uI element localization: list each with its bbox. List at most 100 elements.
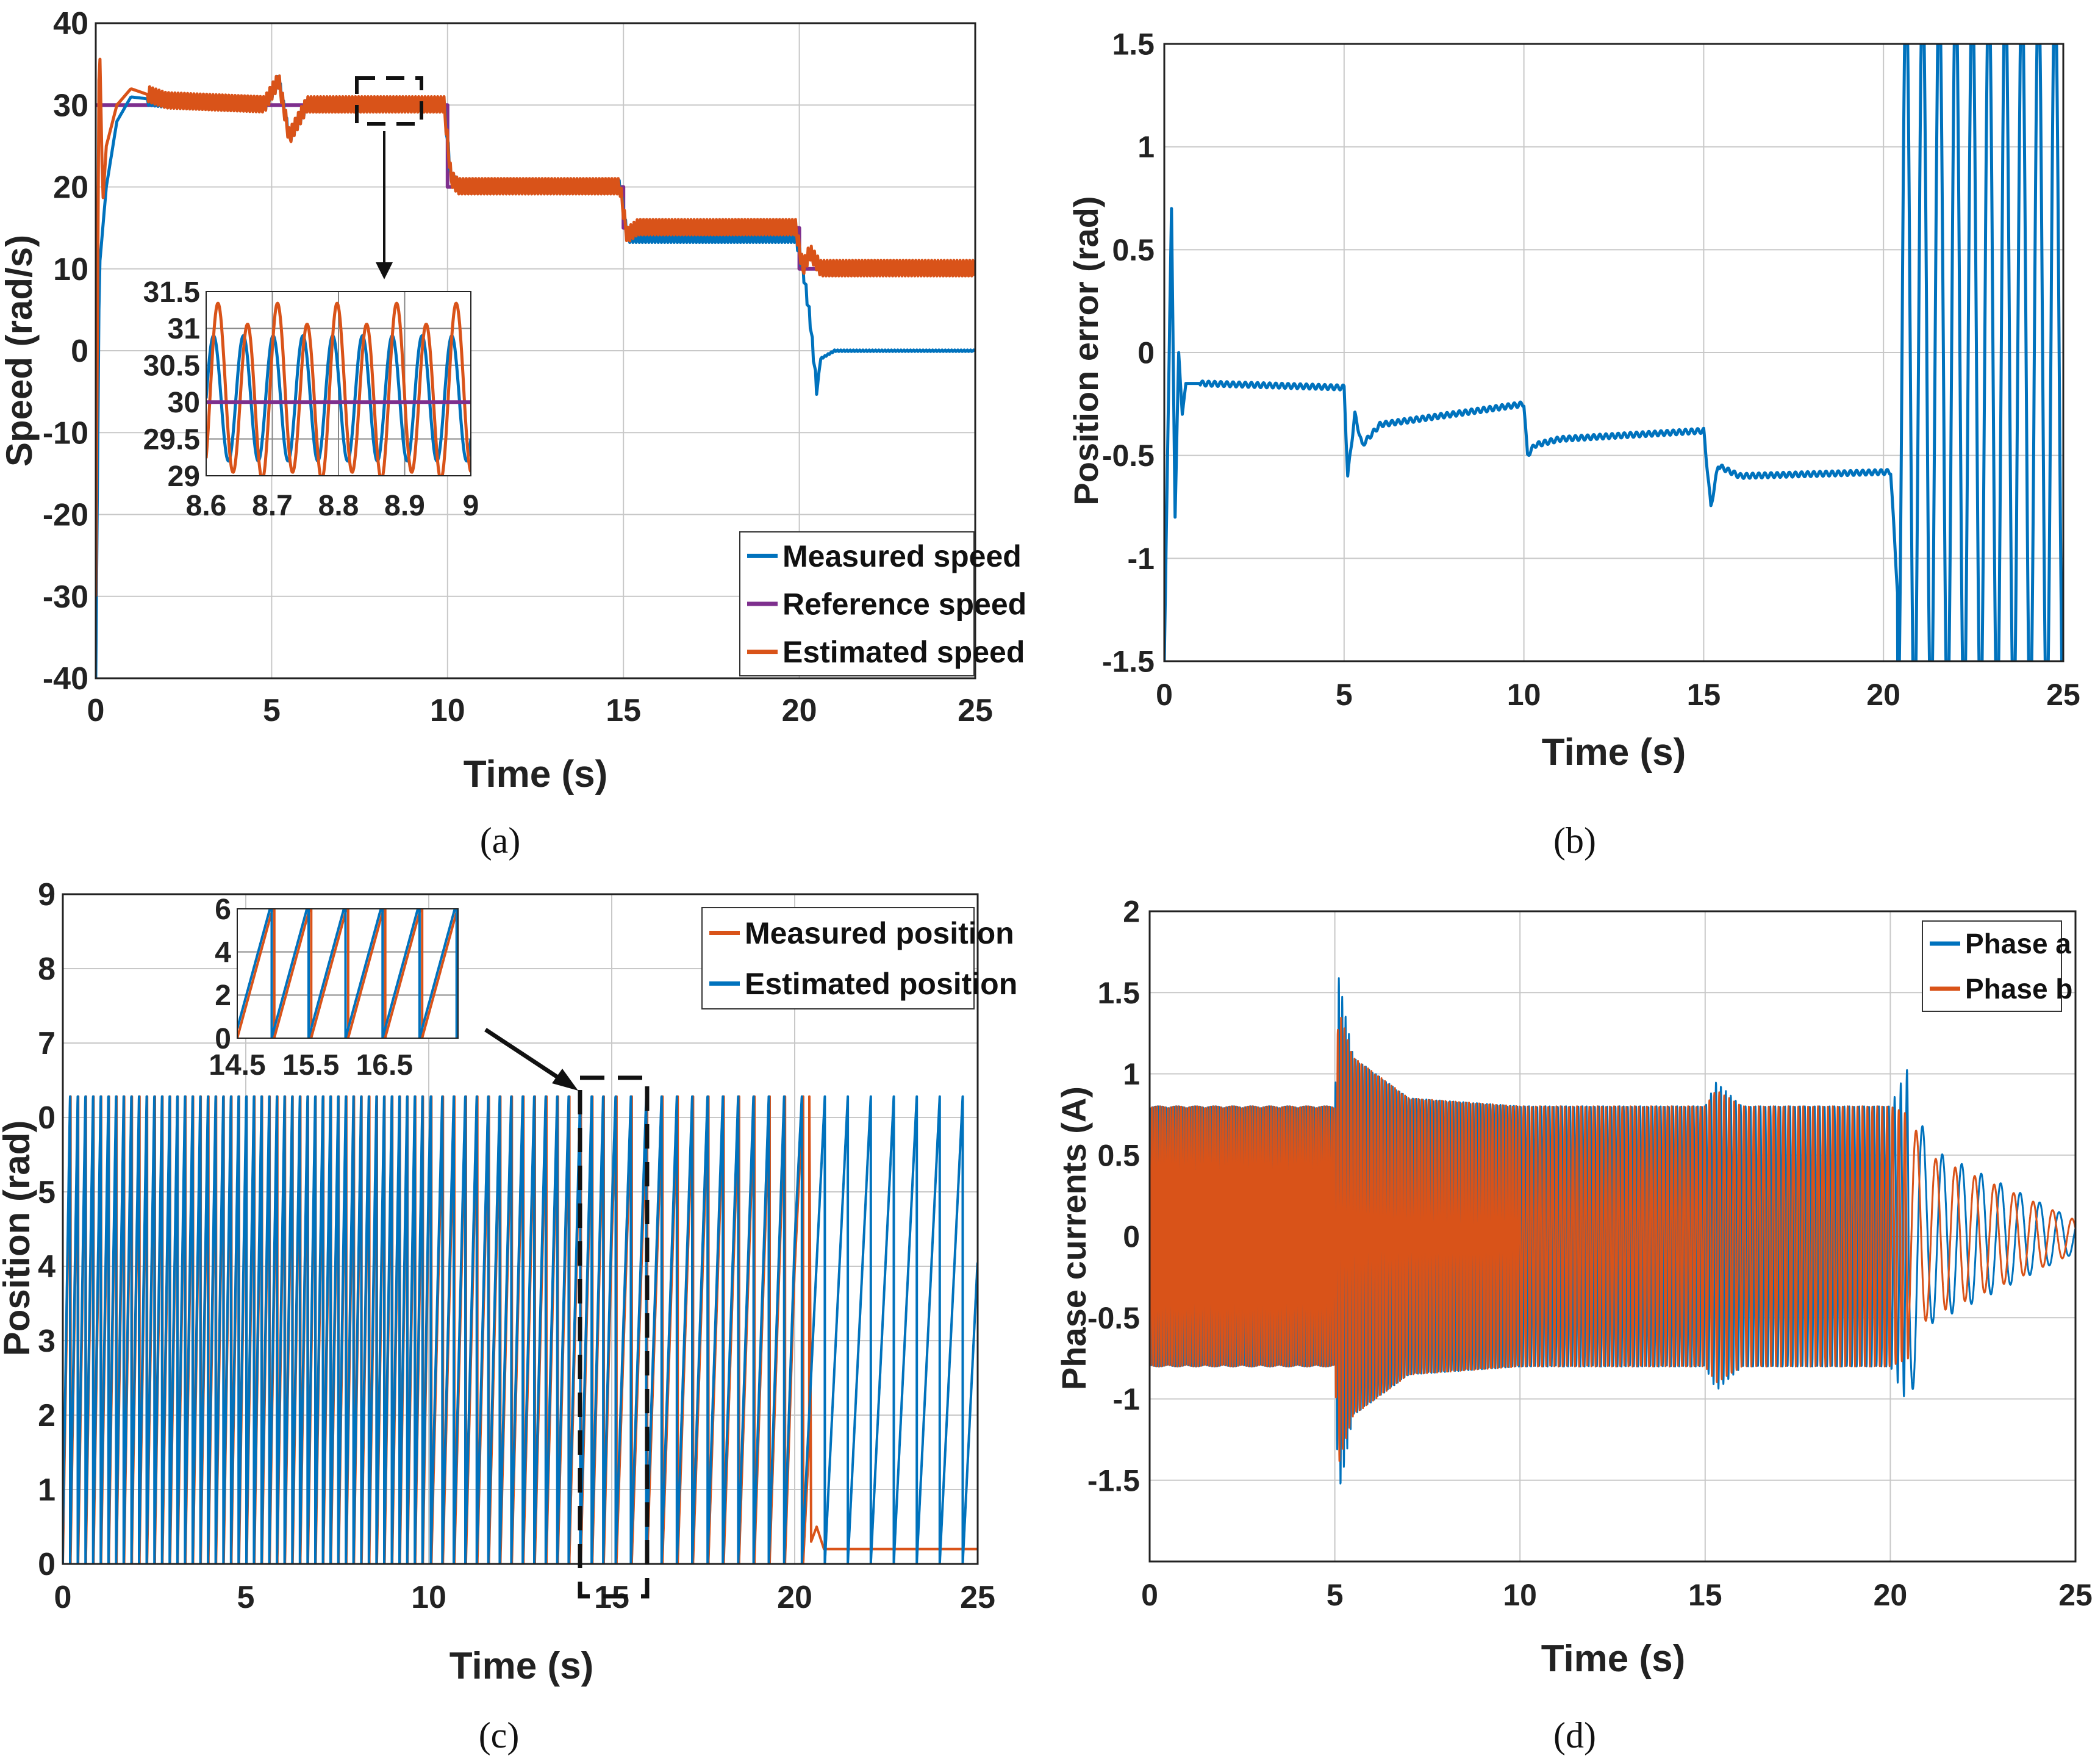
panel-b: 0 5 10 15 20 25 1.5 1 0.5 0 -0.5 -1 -1.5 Time (s) Posi… [1067, 27, 2080, 861]
x-tick-label: 10 [430, 693, 465, 728]
y-tick-label: -30 [43, 579, 88, 615]
x-tick-label: 5 [1327, 1578, 1344, 1612]
y-axis-label: Phase currents (A) [1055, 1086, 1093, 1390]
x-tick-label: 14.5 [209, 1049, 265, 1081]
x-tick-label: 20 [777, 1580, 812, 1615]
y-tick-label: 10 [53, 252, 88, 287]
axes-frame [206, 291, 471, 476]
y-tick-label: -0.5 [1102, 439, 1155, 473]
y-tick-label: 2 [215, 980, 231, 1012]
x-tick-label: 0 [54, 1580, 72, 1615]
x-axis-label: Time (s) [1541, 1638, 1686, 1680]
zoom-marker [578, 1075, 650, 1599]
legend-a-box [739, 531, 975, 676]
zoom-arrowhead [376, 262, 393, 279]
y-tick-label: 31.5 [143, 276, 200, 309]
y-tick-label: 0.5 [1097, 1138, 1140, 1172]
y-tick-label: 0.5 [1112, 233, 1155, 267]
caption-b: (b) [1553, 820, 1596, 861]
y-tick-label: 30 [53, 88, 88, 123]
y-tick-label: 40 [53, 6, 88, 41]
x-tick-label: 20 [782, 693, 817, 728]
x-tick-label: 15 [606, 693, 641, 728]
y-tick-label: 7 [38, 1026, 56, 1061]
legend-d-box [1922, 920, 2062, 1012]
legend-a-entry: Estimated speed [782, 635, 1025, 669]
x-tick-label: 5 [1336, 678, 1353, 712]
x-tick-label: 8.9 [384, 490, 425, 522]
x-tick-label: 10 [1507, 678, 1541, 712]
y-tick-label: 0 [38, 1547, 56, 1582]
y-tick-label: 4 [215, 936, 231, 969]
x-tick-label: 25 [960, 1580, 995, 1615]
x-tick-label: 25 [2058, 1578, 2093, 1612]
x-tick-label: 8.8 [318, 490, 359, 522]
x-axis-label: Time (s) [449, 1645, 594, 1687]
y-tick-label: 3 [38, 1324, 56, 1359]
y-tick-label: 1.5 [1112, 27, 1155, 62]
panel-a: 0 5 10 15 20 25 40 30 20 10 0 -10 -20 -30 -40 8.6 8.7 8.8… [0, 6, 1026, 861]
inset-estimated-position [237, 909, 458, 1038]
x-tick-label: 15.5 [282, 1049, 339, 1081]
series-phase-b [1150, 1017, 2075, 1462]
y-tick-label: 9 [38, 877, 56, 912]
x-tick-label: 20 [1866, 678, 1900, 712]
legend-d-entry: Phase b [1965, 973, 2072, 1005]
y-tick-label: 0 [1137, 336, 1155, 370]
x-axis-label: Time (s) [1542, 731, 1686, 773]
axes-frame [1148, 910, 2077, 1563]
legend-c-entry: Measured position [745, 916, 1014, 950]
x-tick-label: 10 [411, 1580, 446, 1615]
y-tick-label: 0 [215, 1023, 231, 1055]
x-tick-label: 25 [2046, 678, 2080, 712]
y-tick-label: 1.5 [1097, 976, 1140, 1010]
axes-frame [62, 893, 979, 1565]
x-tick-label: 0 [1156, 678, 1173, 712]
y-tick-label: 29 [168, 461, 200, 493]
axes-frame [1163, 43, 2065, 662]
y-tick-label: -1.5 [1087, 1463, 1140, 1497]
x-tick-label: 16.5 [356, 1049, 413, 1081]
panel-d: 0 5 10 15 20 25 2 1.5 1 0.5 0 -0.5 -1 -1.5 Phase a Phas… [1055, 895, 2093, 1756]
x-tick-label: 8.6 [186, 490, 227, 522]
x-tick-label: 20 [1874, 1578, 1908, 1612]
series-estimated-speed [96, 57, 975, 597]
y-tick-label: 2 [1123, 895, 1140, 929]
y-axis-label: Position error (rad) [1067, 196, 1105, 505]
legend-c-entry: Estimated position [745, 967, 1017, 1001]
x-tick-label: 5 [263, 693, 281, 728]
y-tick-label: 8 [38, 952, 56, 987]
x-tick-label: 8.7 [252, 490, 293, 522]
y-tick-label: 5 [38, 1175, 56, 1210]
legend-a-entry: Reference speed [782, 587, 1026, 622]
y-tick-label: -1 [1113, 1382, 1140, 1416]
inset-estimated-speed [206, 301, 471, 476]
x-tick-label: 10 [1503, 1578, 1537, 1612]
y-tick-label: -40 [43, 661, 88, 697]
y-tick-label: 4 [38, 1249, 56, 1285]
x-tick-label: 0 [87, 693, 105, 728]
y-tick-label: 0 [1123, 1220, 1140, 1254]
y-tick-label: 29.5 [143, 423, 200, 456]
y-tick-label: 0 [71, 334, 88, 369]
caption-a: (a) [480, 820, 521, 861]
y-tick-label: 2 [38, 1398, 56, 1433]
y-tick-label: -20 [43, 498, 88, 533]
caption-c: (c) [479, 1715, 520, 1755]
zoom-arrow [484, 1028, 567, 1085]
x-tick-label: 9 [463, 490, 479, 522]
y-tick-label: 30 [168, 387, 200, 419]
y-tick-label: -1 [1128, 542, 1155, 576]
legend-a-entry: Measured speed [782, 539, 1022, 573]
legend-c-box [701, 907, 975, 1009]
series-estimated-position [63, 1095, 978, 1564]
x-axis-label: Time (s) [464, 753, 608, 795]
x-tick-label: 25 [958, 693, 993, 728]
axes-frame [95, 22, 976, 679]
series-position-error [1164, 44, 2063, 661]
y-tick-label: 1 [1137, 130, 1155, 164]
y-tick-label: 0 [38, 1100, 56, 1136]
x-tick-label: 15 [1687, 678, 1721, 712]
x-tick-label: 5 [237, 1580, 255, 1615]
